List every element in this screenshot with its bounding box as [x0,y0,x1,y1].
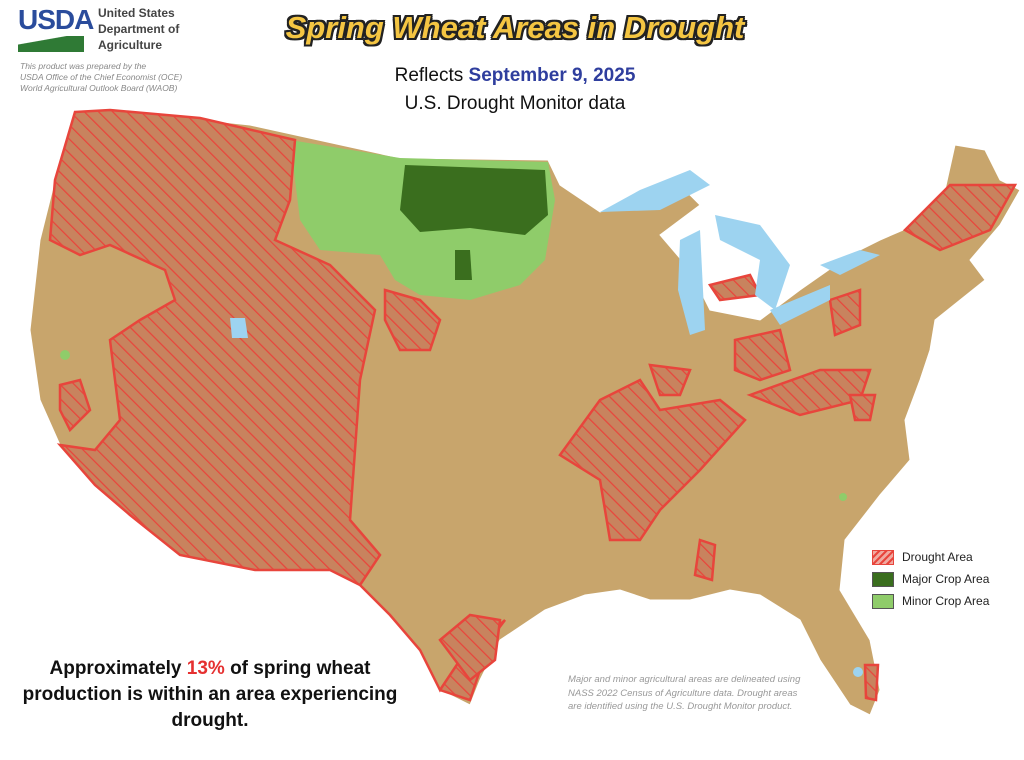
usda-logo-field [18,36,84,52]
agency-line: United States [98,6,175,20]
credit-line: USDA Office of the Chief Economist (OCE) [20,72,183,82]
summary-prefix: Approximately [49,658,187,679]
summary-text: Approximately 13% of spring wheat produc… [20,656,400,734]
legend-item-minor: Minor Crop Area [872,590,989,612]
legend-item-major: Major Crop Area [872,568,989,590]
reflects-date: Reflects September 9, 2025 [300,65,730,87]
methodology-note: Major and minor agricultural areas are d… [568,674,801,712]
summary-suffix: of spring wheat production is within an … [22,658,398,731]
legend: Drought Area Major Crop Area Minor Crop … [872,546,989,612]
date: September 9, 2025 [468,65,636,86]
water-bodies [230,170,880,677]
legend-item-drought: Drought Area [872,546,989,568]
data-source: U.S. Drought Monitor data [404,93,626,114]
map-title: Spring Wheat Areas in Drought [285,10,745,45]
usda-logo: USDA [18,4,94,52]
agency-name: United States Department of Agriculture [98,5,179,53]
drought-areas [48,108,1018,702]
legend-label: Drought Area [902,550,973,564]
legend-label: Major Crop Area [902,572,990,586]
credit-line: World Agricultural Outlook Board (WAOB) [20,83,178,93]
summary-percent: 13% [186,658,225,679]
minor-swatch [872,593,894,609]
credit: This product was prepared by the USDA Of… [20,61,182,94]
reflects-label: Reflects [394,65,464,86]
credit-line: This product was prepared by the [20,61,147,71]
usda-logo-text: USDA [18,4,94,35]
legend-label: Minor Crop Area [902,594,990,608]
drought-swatch [872,549,894,565]
agency-line: Department of [98,22,180,36]
major-swatch [872,571,894,587]
agency-line: Agriculture [98,38,163,52]
